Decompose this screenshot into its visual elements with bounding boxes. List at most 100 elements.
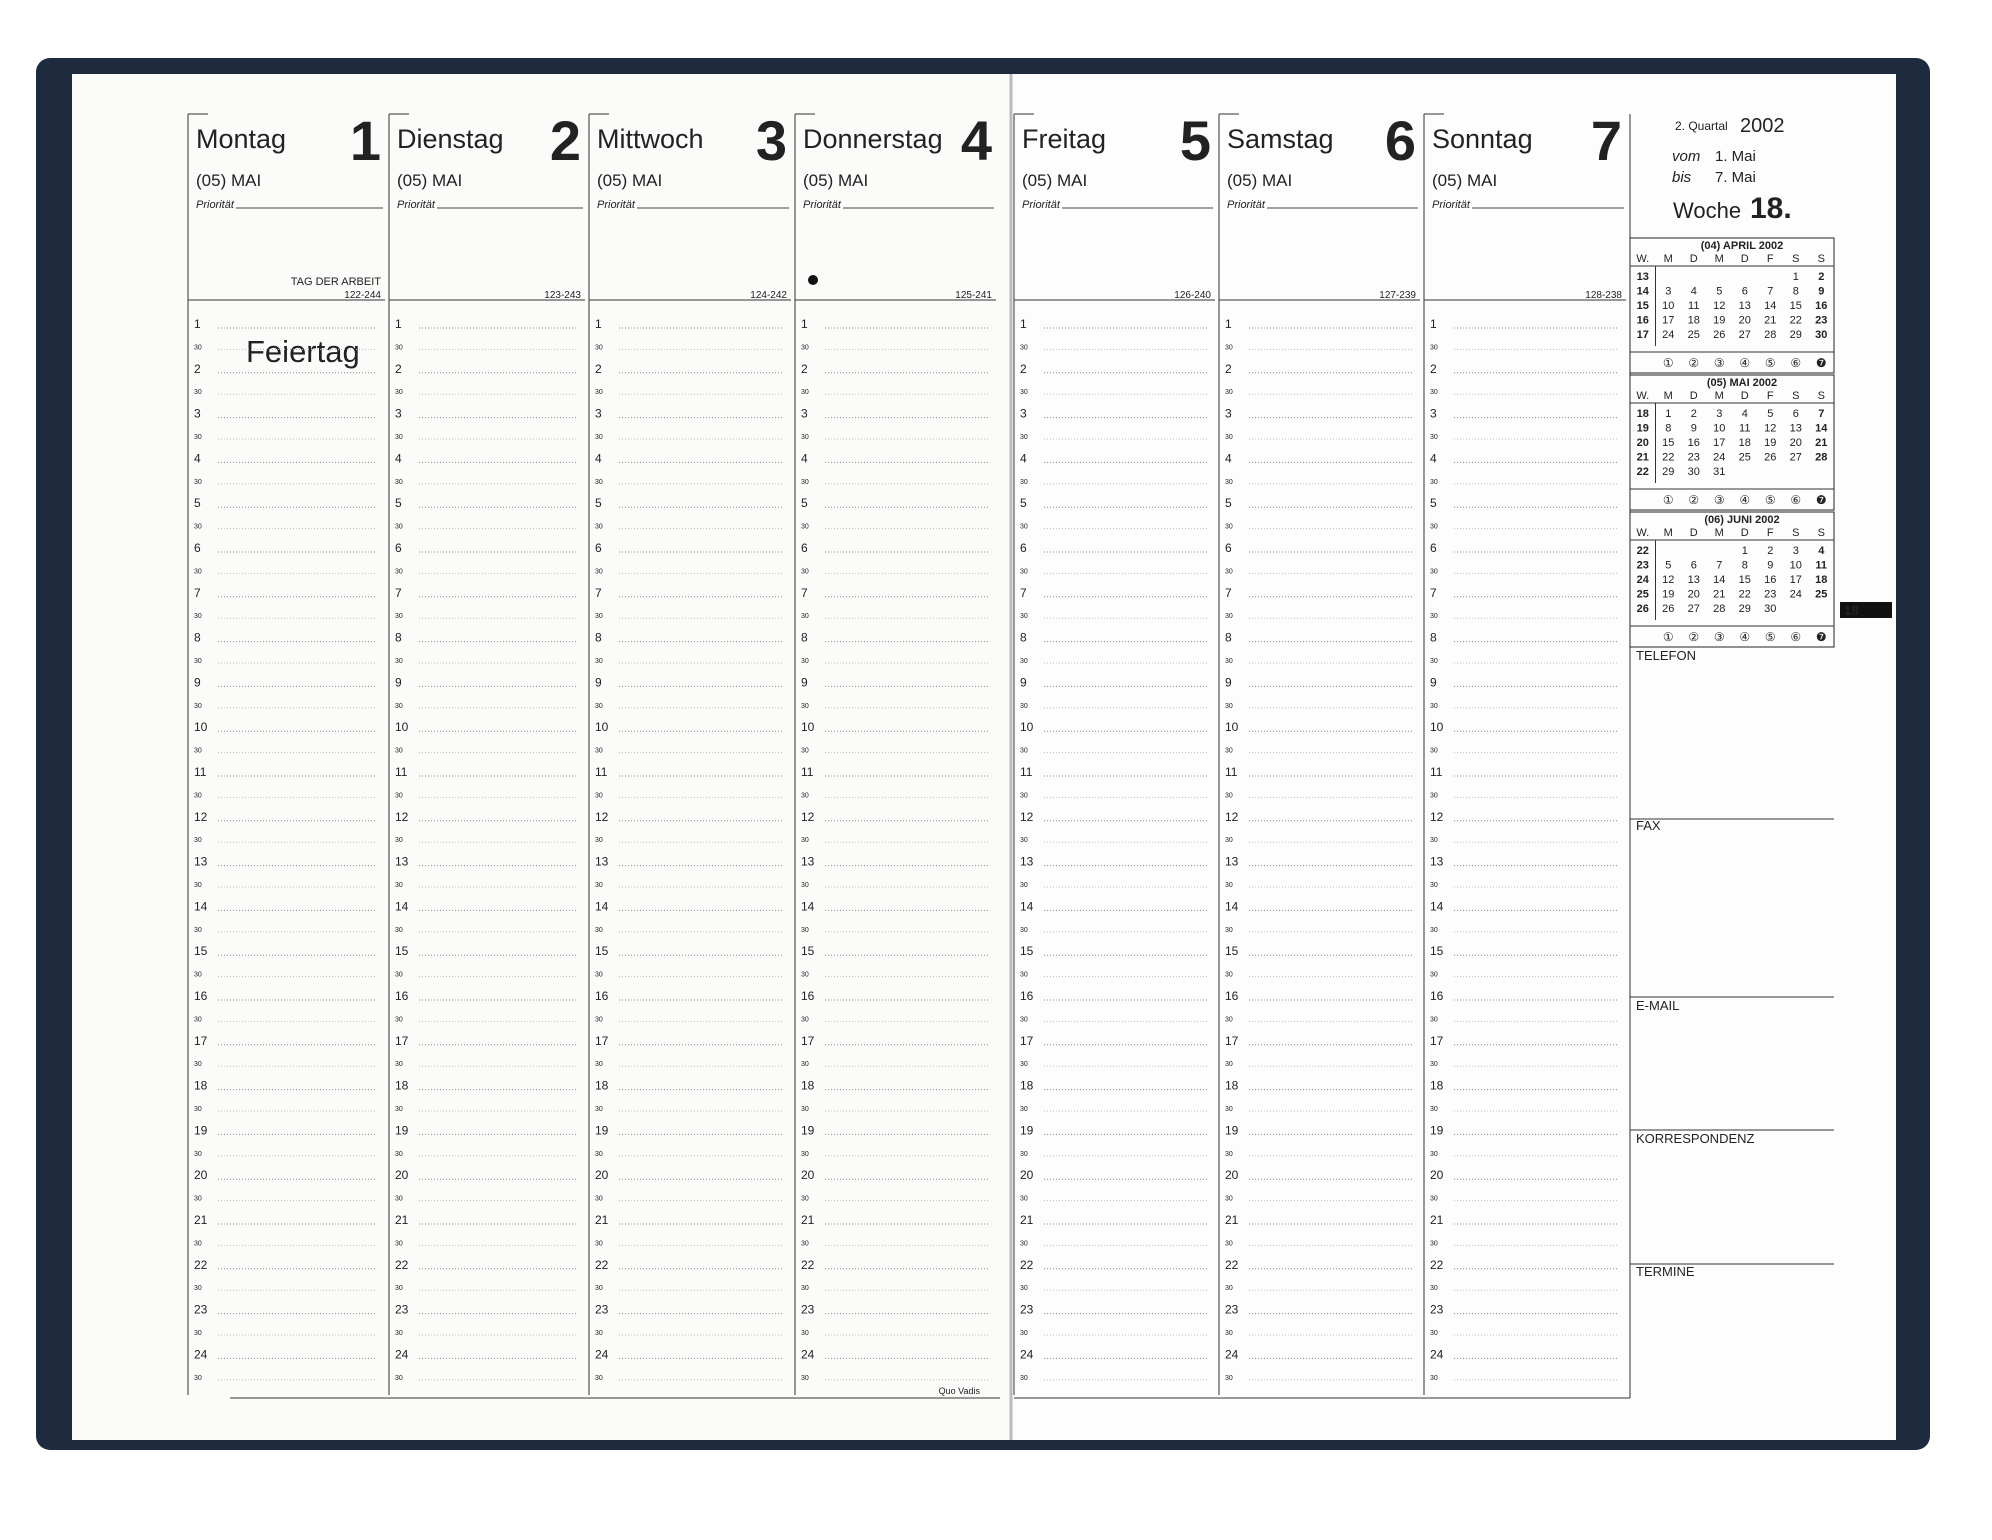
hour-label: 8: [595, 631, 602, 645]
hour-label: 11: [595, 765, 608, 779]
hour-label: 17: [1225, 1034, 1239, 1048]
calendar-day: 14: [1815, 423, 1828, 435]
calendar-day: 23: [1688, 452, 1700, 464]
calendar-title: (05) MAI 2002: [1707, 377, 1777, 389]
to: 7. Mai: [1715, 169, 1756, 186]
half-label: 30: [194, 568, 202, 575]
hour-label: 3: [801, 407, 808, 421]
hour-label: 1: [1020, 317, 1027, 331]
calendar-day: 26: [1713, 329, 1725, 341]
hour-label: 19: [801, 1123, 815, 1137]
half-label: 30: [595, 792, 603, 799]
hour-label: 17: [395, 1034, 409, 1048]
week-tab-label: 18: [1844, 603, 1858, 618]
half-label: 30: [1430, 792, 1438, 799]
half-label: 30: [1020, 1240, 1028, 1247]
hour-label: 8: [395, 631, 402, 645]
hour-label: 24: [1225, 1347, 1239, 1361]
calendar-day: 15: [1739, 574, 1751, 586]
holiday: TAG DER ARBEIT: [291, 276, 382, 288]
calendar-footer: ③: [1714, 493, 1725, 507]
calendar-day: 5: [1716, 286, 1722, 298]
hour-label: 5: [1430, 496, 1437, 510]
hour-label: 23: [194, 1303, 208, 1317]
day-number: 2: [550, 109, 581, 172]
half-label: 30: [801, 748, 809, 755]
hour-label: 24: [395, 1347, 409, 1361]
half-label: 30: [595, 1061, 603, 1068]
hour-label: 12: [194, 810, 208, 824]
section-label: FAX: [1636, 818, 1661, 833]
right-page: [1012, 74, 1896, 1440]
half-label: 30: [801, 613, 809, 620]
half-label: 30: [194, 837, 202, 844]
hour-label: 7: [1020, 586, 1027, 600]
calendar-day: 24: [1790, 589, 1802, 601]
hour-label: 22: [194, 1258, 208, 1272]
day-month: (05) MAI: [1432, 171, 1497, 190]
calendar-week: 16: [1637, 315, 1649, 327]
calendar-day: 4: [1691, 286, 1697, 298]
priority-label: Priorität: [597, 199, 636, 211]
hour-label: 3: [1020, 407, 1027, 421]
hour-label: 19: [194, 1123, 208, 1137]
half-label: 30: [1225, 792, 1233, 799]
calendar-day: 20: [1790, 437, 1802, 449]
hour-label: 11: [1225, 765, 1238, 779]
half-label: 30: [595, 1240, 603, 1247]
day-number: 5: [1180, 109, 1211, 172]
hour-label: 9: [1430, 675, 1437, 689]
day-code: 122-244: [344, 290, 381, 301]
hour-label: 18: [1020, 1079, 1034, 1093]
calendar-day: 12: [1764, 423, 1776, 435]
hour-label: 2: [1430, 362, 1437, 376]
half-label: 30: [194, 792, 202, 799]
day-name: Mittwoch: [597, 124, 704, 154]
day-code: 128-238: [1585, 290, 1622, 301]
calendar-week: 23: [1637, 560, 1649, 572]
day-name: Montag: [196, 124, 286, 154]
hour-label: 20: [1020, 1168, 1034, 1182]
half-label: 30: [801, 1151, 809, 1158]
hour-label: 21: [1020, 1213, 1034, 1227]
calendar-day: 12: [1713, 300, 1725, 312]
hour-label: 6: [395, 541, 402, 555]
day-name: Freitag: [1022, 124, 1106, 154]
hour-label: 19: [1020, 1123, 1034, 1137]
half-label: 30: [801, 792, 809, 799]
hour-label: 8: [1225, 631, 1232, 645]
hour-label: 16: [194, 989, 208, 1003]
calendar-day: 27: [1790, 452, 1802, 464]
calendar-day: 16: [1688, 437, 1700, 449]
half-label: 30: [1430, 389, 1438, 396]
hour-label: 12: [1225, 810, 1239, 824]
calendar-header: S: [1792, 390, 1799, 402]
calendar-week: 20: [1637, 437, 1649, 449]
half-label: 30: [1430, 1285, 1438, 1292]
half-label: 30: [1020, 1330, 1028, 1337]
hour-label: 18: [395, 1079, 409, 1093]
hour-label: 17: [801, 1034, 815, 1048]
day-code: 124-242: [750, 290, 787, 301]
calendar-footer: ⑤: [1765, 356, 1776, 370]
hour-label: 10: [1430, 720, 1444, 734]
half-label: 30: [1020, 927, 1028, 934]
calendar-footer: ❼: [1816, 356, 1827, 370]
hour-label: 14: [194, 899, 208, 913]
half-label: 30: [395, 658, 403, 665]
half-label: 30: [595, 703, 603, 710]
hour-label: 20: [1225, 1168, 1239, 1182]
hour-label: 2: [1225, 362, 1232, 376]
half-label: 30: [595, 1285, 603, 1292]
hour-label: 10: [1020, 720, 1034, 734]
calendar-day: 22: [1739, 589, 1751, 601]
calendar-day: 2: [1767, 545, 1773, 557]
calendar-day: 31: [1713, 466, 1725, 478]
calendar-day: 10: [1713, 423, 1725, 435]
half-label: 30: [1020, 1151, 1028, 1158]
half-label: 30: [595, 972, 603, 979]
calendar-day: 17: [1713, 437, 1725, 449]
calendar-day: 21: [1713, 589, 1725, 601]
hour-label: 6: [194, 541, 201, 555]
